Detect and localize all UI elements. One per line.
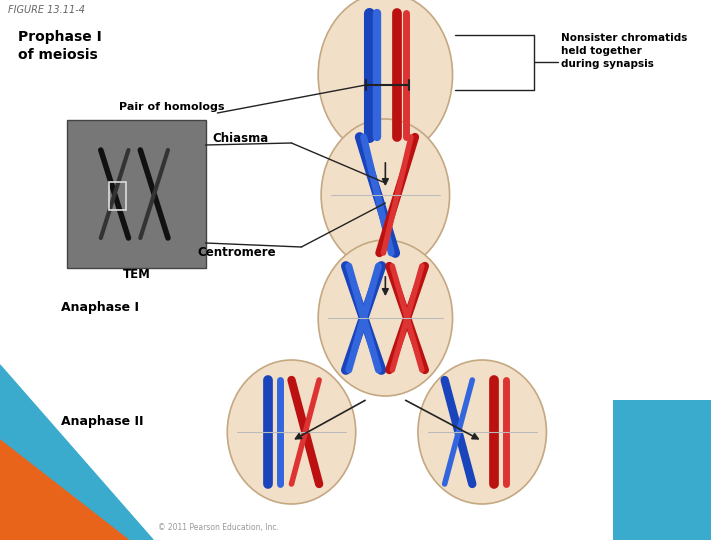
Text: FIGURE 13.11-4: FIGURE 13.11-4 [8,5,85,15]
Text: Anaphase I: Anaphase I [61,301,139,314]
Text: Nonsister chromatids
held together
during synapsis: Nonsister chromatids held together durin… [561,33,688,69]
Bar [613,400,711,540]
Text: Centromere: Centromere [197,246,276,260]
FancyBboxPatch shape [67,120,205,268]
Text: © 2011 Pearson Education, Inc.: © 2011 Pearson Education, Inc. [158,523,279,532]
Polygon shape [0,440,128,540]
Polygon shape [0,365,153,540]
Ellipse shape [318,0,453,157]
Text: TEM: TEM [122,268,150,281]
Ellipse shape [321,119,449,271]
Text: Chiasma: Chiasma [212,132,269,145]
Ellipse shape [418,360,546,504]
Text: Prophase I
of meiosis: Prophase I of meiosis [18,30,102,63]
Text: Anaphase II: Anaphase II [61,415,144,429]
Ellipse shape [318,240,453,396]
Text: Pair of homologs: Pair of homologs [119,102,224,112]
Ellipse shape [228,360,356,504]
Bar [109,182,127,210]
